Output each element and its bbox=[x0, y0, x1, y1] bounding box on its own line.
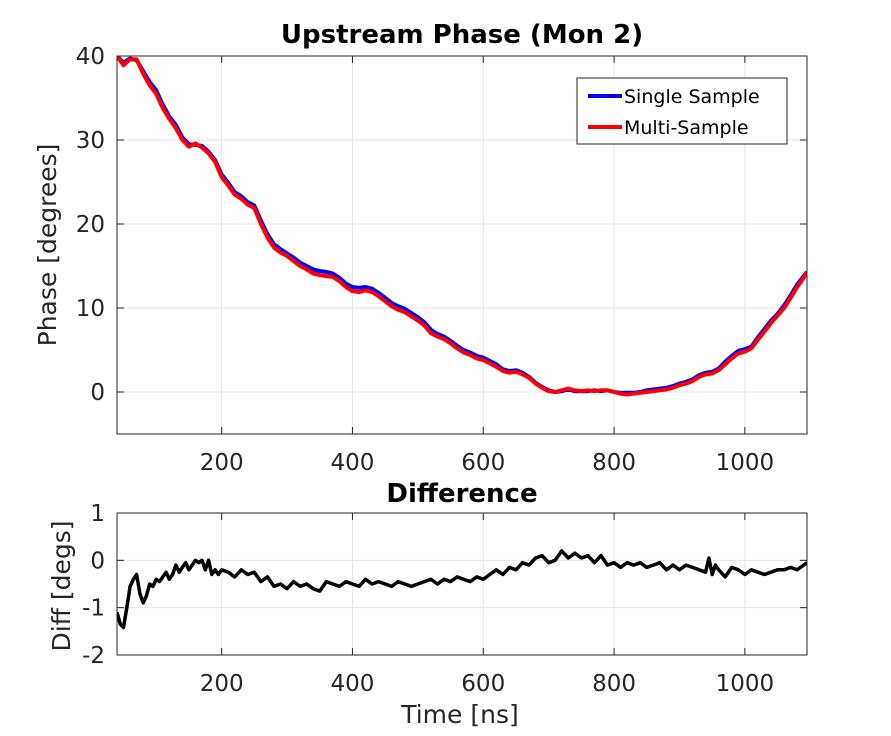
difference-axes: 200 400 600 800 1000 -2 -1 0 1 Difference Diff [… bbox=[47, 479, 808, 729]
difference-y-tick-label--1: -1 bbox=[82, 596, 105, 622]
legend-label-multi-sample: Multi-Sample bbox=[624, 117, 749, 139]
phase-x-tick-label-400: 400 bbox=[330, 450, 374, 476]
legend: Single Sample Multi-Sample bbox=[576, 77, 788, 145]
phase-x-tick-label-800: 800 bbox=[592, 450, 636, 476]
phase-axes: 200 400 600 800 1000 0 10 20 30 40 Upstream Phase… bbox=[33, 20, 808, 476]
phase-ticks: 200 400 600 800 1000 0 10 20 30 40 bbox=[76, 44, 807, 476]
difference-y-tick-label--2: -2 bbox=[82, 643, 105, 669]
phase-axes-box bbox=[116, 55, 808, 435]
difference-y-tick-label-1: 1 bbox=[90, 501, 105, 527]
difference-ticks: 200 400 600 800 1000 -2 -1 0 1 bbox=[82, 501, 807, 697]
difference-x-tick-label-400: 400 bbox=[330, 671, 374, 697]
phase-chart-title: Upstream Phase (Mon 2) bbox=[281, 20, 643, 50]
legend-box bbox=[576, 77, 788, 145]
phase-x-tick-label-200: 200 bbox=[200, 450, 244, 476]
difference-x-tick-label-1000: 1000 bbox=[716, 671, 775, 697]
phase-y-tick-label-40: 40 bbox=[76, 44, 105, 70]
phase-y-tick-label-0: 0 bbox=[90, 380, 105, 406]
difference-line-series-0 bbox=[117, 549, 807, 630]
phase-y-tick-label-10: 10 bbox=[76, 296, 105, 322]
difference-axes-box bbox=[116, 512, 808, 656]
phase-x-tick-label-1000: 1000 bbox=[716, 450, 775, 476]
phase-y-tick-label-20: 20 bbox=[76, 212, 105, 238]
phase-line-multi-sample bbox=[117, 56, 807, 397]
legend-label-single-sample: Single Sample bbox=[624, 86, 760, 108]
difference-y-tick-label-0: 0 bbox=[90, 548, 105, 574]
difference-y-axis-label: Diff [degs] bbox=[47, 520, 76, 651]
difference-x-tick-label-600: 600 bbox=[461, 671, 505, 697]
difference-chart-title: Difference bbox=[386, 479, 537, 509]
difference-x-axis-label: Time [ns] bbox=[400, 700, 519, 729]
phase-y-tick-label-30: 30 bbox=[76, 128, 105, 154]
difference-x-tick-label-800: 800 bbox=[592, 671, 636, 697]
difference-series-lines bbox=[117, 549, 807, 630]
difference-plot-area bbox=[117, 513, 807, 655]
phase-y-axis-label: Phase [degrees] bbox=[33, 144, 62, 347]
phase-series-lines bbox=[117, 56, 807, 397]
phase-x-tick-label-600: 600 bbox=[461, 450, 505, 476]
difference-x-tick-label-200: 200 bbox=[200, 671, 244, 697]
